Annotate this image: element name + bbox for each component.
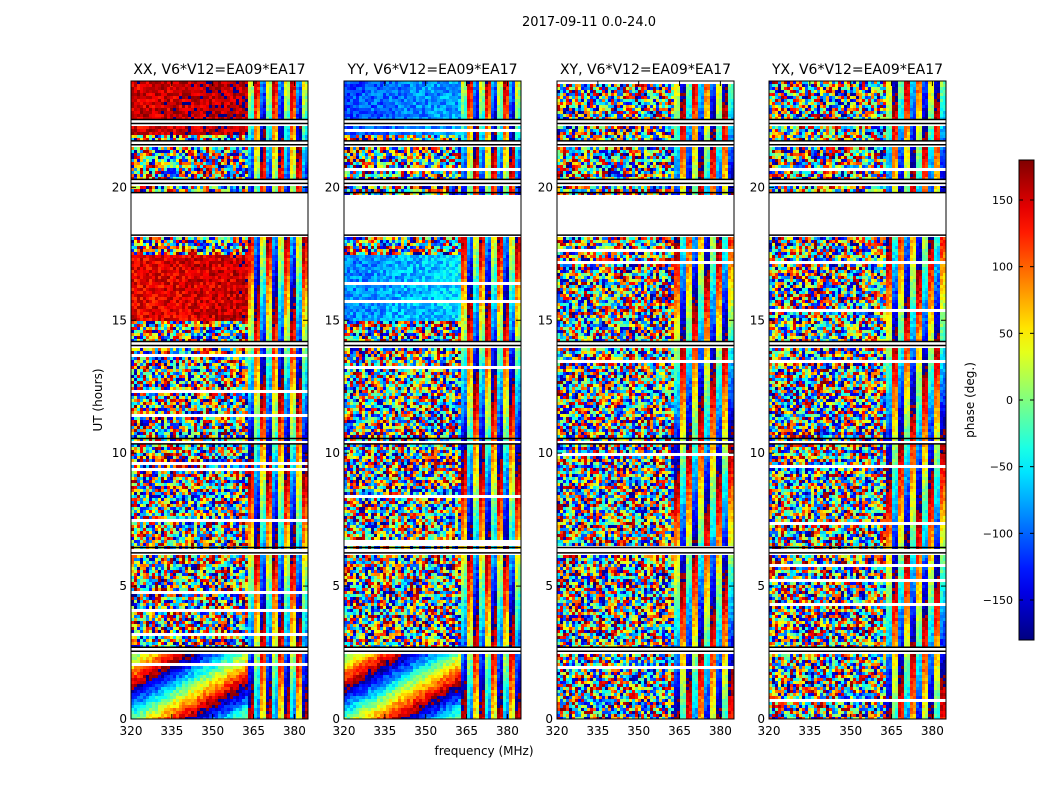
- x-tick-label: 380: [496, 724, 519, 738]
- x-tick-label: 350: [414, 724, 437, 738]
- colorbar-tick-label: 150: [992, 194, 1013, 207]
- panel-frame: [130, 80, 309, 720]
- panel-title: YY, V6*V12=EA09*EA17: [346, 62, 517, 78]
- x-tick-label: 380: [283, 724, 306, 738]
- x-tick-label: 320: [758, 724, 781, 738]
- y-tick-label: 5: [757, 579, 765, 593]
- panel-frame: [343, 80, 522, 720]
- panel-title: XY, V6*V12=EA09*EA17: [560, 62, 731, 78]
- x-axis-label: frequency (MHz): [434, 744, 533, 758]
- colorbar-label: phase (deg.): [963, 362, 977, 438]
- x-tick-label: 350: [201, 724, 224, 738]
- panel-title: XX, V6*V12=EA09*EA17: [133, 62, 305, 78]
- x-tick-label: 365: [668, 724, 691, 738]
- x-tick-label: 335: [798, 724, 821, 738]
- y-tick-label: 20: [750, 180, 765, 194]
- x-tick-label: 380: [921, 724, 944, 738]
- colorbar-tick-label: 0: [1006, 394, 1013, 407]
- heatmap-cells: [557, 84, 734, 719]
- x-tick-label: 365: [455, 724, 478, 738]
- panel-yx: YX, V6*V12=EA09*EA17 320 335 350 365 380 0 5 10 1…: [750, 62, 947, 738]
- colorbar-tick-label: 100: [992, 261, 1013, 274]
- colorbar-tick-label: 50: [999, 327, 1013, 340]
- y-axis-label: UT (hours): [91, 368, 105, 431]
- x-tick-label: 350: [627, 724, 650, 738]
- panel-title: YX, V6*V12=EA09*EA17: [771, 62, 943, 78]
- y-tick-label: 0: [757, 712, 765, 726]
- x-tick-label: 335: [373, 724, 396, 738]
- y-tick-label: 20: [538, 180, 553, 194]
- y-tick-label: 20: [112, 180, 127, 194]
- y-tick-label: 0: [119, 712, 127, 726]
- y-tick-label: 0: [332, 712, 340, 726]
- y-tick-label: 10: [750, 446, 765, 460]
- y-tick-label: 5: [119, 579, 127, 593]
- x-tick-label: 320: [333, 724, 356, 738]
- colorbar-tick-label: −100: [983, 527, 1013, 540]
- y-tick-label: 15: [112, 313, 127, 327]
- x-tick-label: 380: [709, 724, 732, 738]
- y-tick-label: 20: [325, 180, 340, 194]
- panel-xy: XY, V6*V12=EA09*EA17 320 335 350 365 380 0 5 10 1…: [538, 62, 735, 738]
- x-tick-label: 350: [839, 724, 862, 738]
- y-tick-label: 15: [325, 313, 340, 327]
- y-tick-label: 0: [545, 712, 553, 726]
- colorbar: 150 100 50 0 −50 −100 −150: [983, 159, 1035, 641]
- y-tick-label: 10: [325, 446, 340, 460]
- heatmap-cells: [344, 81, 521, 719]
- x-tick-label: 365: [880, 724, 903, 738]
- panel-xx: XX, V6*V12=EA09*EA17 320 335 350 365 380 0 5 10 1…: [112, 62, 309, 738]
- x-tick-label: 335: [586, 724, 609, 738]
- y-tick-label: 10: [112, 446, 127, 460]
- colorbar-tick-label: −150: [983, 594, 1013, 607]
- y-tick-label: 15: [538, 313, 553, 327]
- y-tick-label: 5: [332, 579, 340, 593]
- panel-frame: [768, 80, 947, 720]
- y-tick-label: 10: [538, 446, 553, 460]
- panel-yy: YY, V6*V12=EA09*EA17 320 335 350 365 380 0 5 10 1…: [325, 62, 522, 738]
- y-tick-label: 15: [750, 313, 765, 327]
- figure-title: 2017-09-11 0.0-24.0: [522, 15, 656, 30]
- heatmap-cells: [131, 81, 308, 719]
- x-tick-label: 365: [242, 724, 265, 738]
- panels: XX, V6*V12=EA09*EA17 320 335 350 365 380 0 5 10 1…: [112, 62, 947, 738]
- heatmap-cells: [769, 81, 946, 719]
- x-tick-label: 320: [546, 724, 569, 738]
- colorbar-tick-label: −50: [990, 461, 1013, 474]
- x-tick-label: 320: [120, 724, 143, 738]
- x-tick-label: 335: [160, 724, 183, 738]
- panel-frame: [556, 80, 735, 720]
- y-tick-label: 5: [545, 579, 553, 593]
